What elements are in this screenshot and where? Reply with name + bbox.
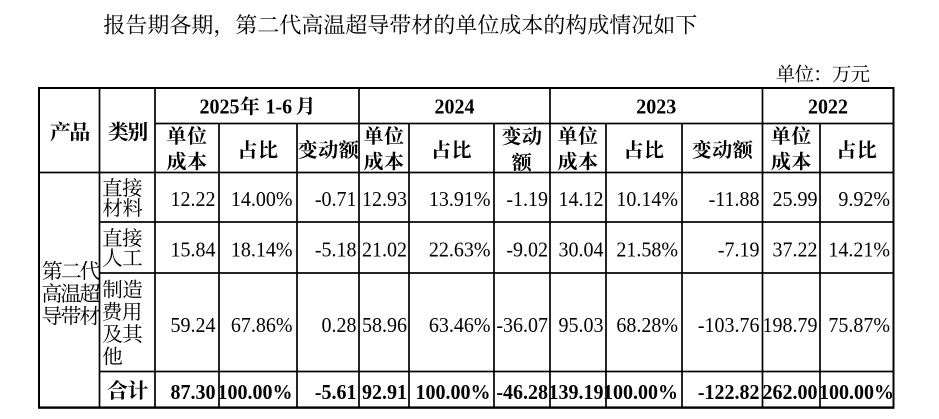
svg-text:92.91: 92.91 [362, 382, 407, 405]
svg-text:-46.28: -46.28 [496, 382, 548, 405]
svg-text:100.00%: 100.00% [603, 382, 678, 405]
svg-text:0.28: 0.28 [322, 315, 357, 338]
svg-text:14.00%: 14.00% [231, 189, 293, 212]
svg-text:14.12: 14.12 [559, 189, 604, 212]
svg-text:95.03: 95.03 [559, 315, 604, 338]
svg-text:2023: 2023 [636, 94, 676, 119]
svg-text:100.00%: 100.00% [416, 382, 491, 405]
svg-text:22.63%: 22.63% [429, 239, 491, 262]
svg-text:-1.19: -1.19 [506, 189, 548, 212]
svg-text:100.00%: 100.00% [218, 382, 293, 405]
svg-text:100.00%: 100.00% [819, 382, 894, 405]
svg-text:-0.71: -0.71 [315, 189, 357, 212]
svg-text:12.22: 12.22 [171, 189, 216, 212]
svg-text:10.14%: 10.14% [616, 189, 678, 212]
svg-text:67.86%: 67.86% [231, 315, 293, 338]
svg-text:2024: 2024 [435, 94, 476, 119]
svg-text:-9.02: -9.02 [506, 239, 548, 262]
svg-text:-7.19: -7.19 [718, 239, 760, 262]
svg-text:21.02: 21.02 [362, 239, 407, 262]
svg-text:15.84: 15.84 [171, 239, 216, 262]
svg-text:87.30: 87.30 [171, 382, 216, 405]
svg-text:58.96: 58.96 [362, 315, 407, 338]
svg-text:2025: 2025 [200, 94, 240, 119]
svg-text:30.04: 30.04 [559, 239, 604, 262]
svg-text:-103.76: -103.76 [698, 315, 760, 338]
svg-text:13.91%: 13.91% [429, 189, 491, 212]
svg-text:18.14%: 18.14% [231, 239, 293, 262]
svg-text:-122.82: -122.82 [698, 382, 760, 405]
svg-text:12.93: 12.93 [362, 189, 407, 212]
svg-text:139.19: 139.19 [549, 382, 604, 405]
svg-text:75.87%: 75.87% [828, 315, 890, 338]
svg-text:-5.61: -5.61 [315, 382, 357, 405]
svg-text:9.92%: 9.92% [838, 189, 890, 212]
svg-text:25.99: 25.99 [773, 189, 818, 212]
svg-text:198.79: 198.79 [763, 315, 818, 338]
svg-text:-11.88: -11.88 [709, 189, 760, 212]
svg-text:262.00: 262.00 [763, 382, 818, 405]
svg-text:-5.18: -5.18 [315, 239, 357, 262]
svg-text:-36.07: -36.07 [496, 315, 548, 338]
svg-text:21.58%: 21.58% [616, 239, 678, 262]
svg-text:63.46%: 63.46% [429, 315, 491, 338]
svg-text:37.22: 37.22 [773, 239, 818, 262]
svg-text:14.21%: 14.21% [828, 239, 890, 262]
svg-text:1-6: 1-6 [266, 94, 293, 119]
svg-text:68.28%: 68.28% [616, 315, 678, 338]
svg-text:2022: 2022 [808, 94, 848, 119]
svg-text:59.24: 59.24 [171, 315, 216, 338]
